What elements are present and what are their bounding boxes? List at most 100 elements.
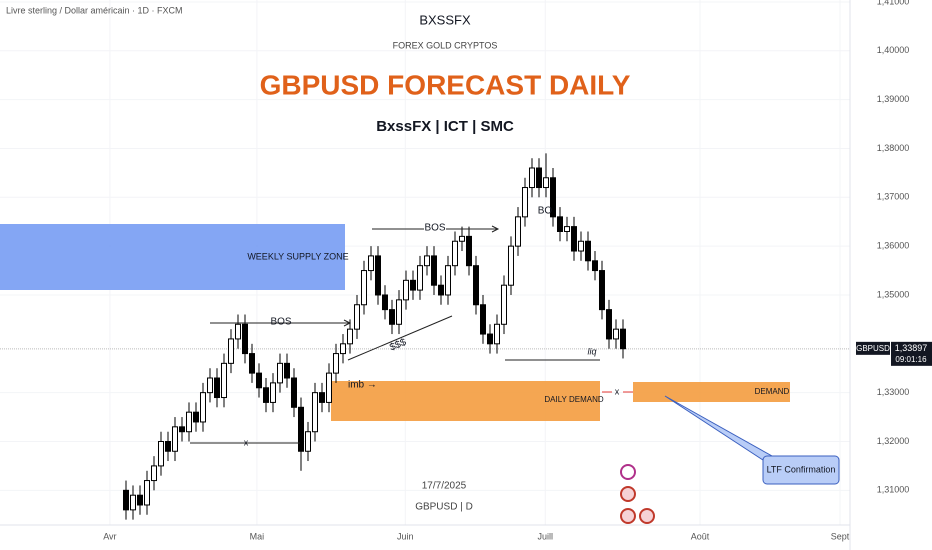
symbol-description: Livre sterling / Dollar américain · 1D ·… (6, 5, 183, 15)
candle-body (493, 323, 500, 345)
candle-body (423, 255, 430, 267)
candle-body (612, 328, 619, 340)
event-icon[interactable] (620, 486, 636, 502)
candle-body (150, 465, 157, 482)
price-badge-label: 1,33897 (895, 343, 928, 353)
countdown-label: 09:01:16 (895, 355, 927, 364)
candle-body (619, 328, 626, 350)
candle-body (339, 343, 346, 355)
candle-body (570, 226, 577, 252)
candle-body (577, 240, 584, 252)
imb-label: imb → (348, 380, 377, 391)
event-icon[interactable] (620, 464, 636, 480)
weekly-supply-zone (0, 224, 345, 290)
candle-body (486, 333, 493, 345)
x-label: x (244, 437, 249, 447)
candle-body (311, 392, 318, 433)
candle-body (444, 265, 451, 296)
watermark-date: 17/7/2025 (422, 481, 467, 492)
candle-body (220, 362, 227, 399)
candle-body (528, 167, 535, 189)
y-tick-label: 1,38000 (877, 143, 910, 153)
candle-body (479, 304, 486, 335)
x-tick-label: Avr (103, 531, 116, 541)
demand-zone (633, 382, 790, 402)
candle-body (276, 362, 283, 384)
candle-body (458, 235, 465, 242)
y-tick-label: 1,39000 (877, 94, 910, 104)
candle-body (332, 353, 339, 374)
candle-body (409, 279, 416, 291)
candle-body (514, 216, 521, 247)
candle-body (535, 167, 542, 189)
bos-label: BOS (424, 223, 445, 234)
callout (762, 455, 840, 485)
callout-label: LTF Confirmation (767, 464, 836, 474)
candle-body (227, 338, 234, 364)
candle-body (402, 279, 409, 301)
label-bg (424, 222, 446, 235)
candle-body (437, 284, 444, 296)
brand: BXSSFX (419, 12, 471, 27)
y-tick-label: 1,37000 (877, 192, 910, 202)
symbol-badge (856, 341, 890, 355)
candle-body (157, 440, 164, 467)
candle-body (521, 187, 528, 218)
candle-body (549, 177, 556, 218)
daily-demand-zone (331, 381, 600, 421)
symbol-badge-label: GBPUSD (856, 344, 890, 353)
candle-body (185, 411, 192, 433)
candle-body (248, 353, 255, 374)
candle-body (353, 304, 360, 330)
candle-body (430, 255, 437, 286)
candle-body (388, 309, 395, 325)
candle-body (472, 265, 479, 306)
y-tick-label: 1,36000 (877, 241, 910, 251)
watermark-symbol: GBPUSD | D (415, 502, 473, 513)
event-icon[interactable] (639, 508, 655, 524)
candle-body (122, 489, 129, 511)
zone-label: DAILY DEMAND (544, 395, 603, 404)
candle-body (556, 216, 563, 232)
candle-body (346, 328, 353, 345)
y-tick-label: 1,40000 (877, 45, 910, 55)
candle-body (507, 245, 514, 286)
candle-body (164, 440, 171, 452)
candle-body (129, 494, 136, 511)
x-tick-label: Sept (831, 531, 850, 541)
candle-body (591, 260, 598, 272)
candle-body (318, 392, 325, 403)
y-tick-label: 1,31000 (877, 485, 910, 495)
candle-body (367, 255, 374, 272)
candle-body (283, 362, 290, 379)
candle-body (143, 480, 150, 506)
candle-body (262, 387, 269, 403)
liquidity-line (347, 315, 453, 361)
candle-body (598, 270, 605, 311)
candle-body (234, 323, 241, 340)
candle-body (325, 372, 332, 403)
x-label: x (615, 386, 620, 396)
candle-body (360, 270, 367, 306)
y-tick-label: 1,32000 (877, 436, 910, 446)
candle-body (381, 294, 388, 311)
x-tick-label: Août (691, 531, 710, 541)
bos-label: BO (538, 206, 553, 217)
candle-body (416, 265, 423, 291)
candle-body (199, 392, 206, 423)
x-tick-label: Juill (538, 531, 554, 541)
candle-body (206, 377, 213, 394)
candle-body (374, 255, 381, 296)
x-tick-label: Juin (397, 531, 414, 541)
candle-body (451, 240, 458, 267)
arrow-head (343, 319, 352, 327)
candle-body (297, 406, 304, 452)
candle-body (241, 323, 248, 355)
y-tick-label: 1,41000 (877, 0, 910, 6)
event-icon[interactable] (620, 508, 636, 524)
tagline: FOREX GOLD CRYPTOS (393, 40, 498, 50)
candle-body (395, 299, 402, 325)
candle-body (255, 372, 262, 389)
candle-body (465, 235, 472, 267)
